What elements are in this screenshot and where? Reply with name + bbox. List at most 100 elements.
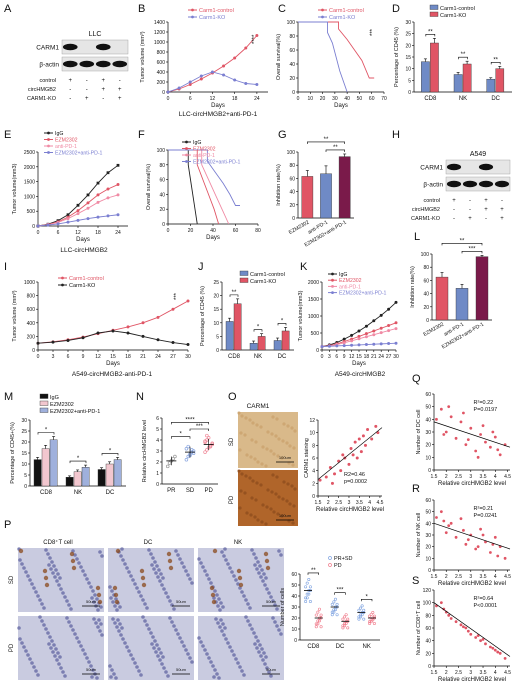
data-point	[368, 621, 372, 625]
data-point	[307, 577, 311, 581]
ihc-texture	[36, 673, 40, 677]
ihc-texture	[119, 633, 123, 637]
data-point	[459, 517, 463, 521]
ihc-texture	[275, 624, 279, 628]
y-tick-label: 20	[159, 207, 165, 213]
ihc-texture	[238, 506, 242, 510]
data-point	[479, 527, 482, 531]
data-point	[126, 325, 130, 329]
ihc-texture	[94, 621, 98, 625]
legend-marker	[185, 147, 188, 150]
data-point	[319, 613, 323, 617]
data-point	[106, 196, 110, 200]
ihc-texture	[218, 625, 222, 629]
data-point	[307, 592, 311, 596]
ihc-texture	[242, 594, 246, 598]
ihc-texture	[67, 620, 71, 624]
ihc-texture	[151, 556, 155, 560]
y-tick-label: 40	[159, 192, 165, 198]
ihc-texture	[264, 464, 268, 468]
y-axis-label: Percentage of CD45 (%)	[200, 286, 206, 346]
legend-marker	[61, 276, 64, 280]
legend-marker	[328, 563, 332, 567]
ihc-texture	[17, 626, 21, 630]
ihc-texture	[22, 645, 26, 649]
data-point	[493, 435, 497, 439]
significance-bracket	[277, 323, 287, 326]
ihc-texture	[264, 576, 268, 580]
y-tick-label: 40	[289, 62, 295, 68]
panel-letter-c: C	[278, 3, 286, 15]
data-point	[341, 624, 345, 628]
ihc-texture	[293, 429, 297, 433]
ihc-texture	[111, 617, 115, 621]
data-point	[305, 581, 309, 585]
significance-bracket	[189, 428, 209, 431]
ihc-texture	[250, 496, 254, 500]
data-point	[447, 405, 451, 409]
ihc-texture	[280, 514, 284, 518]
data-point	[466, 438, 470, 441]
significance-label: **	[324, 137, 329, 143]
ihc-texture	[254, 556, 258, 560]
ihc-texture	[166, 595, 170, 599]
data-point	[305, 596, 309, 600]
ihc-texture	[232, 574, 236, 578]
data-point	[330, 613, 334, 617]
ihc-texture	[201, 565, 205, 569]
ihc-texture	[81, 648, 85, 652]
blot-strip	[445, 159, 511, 175]
significance-bracket	[37, 432, 55, 435]
ihc-texture	[161, 576, 165, 580]
data-point	[368, 620, 372, 624]
ihc-texture	[83, 652, 87, 656]
data-point	[491, 430, 495, 434]
ihc-texture	[109, 675, 113, 679]
ihc-texture	[28, 578, 32, 582]
ihc-texture	[282, 422, 286, 426]
x-tick-label: 4	[494, 474, 497, 480]
x-tick-label: 3	[328, 354, 331, 360]
data-point	[394, 327, 398, 331]
ihc-texture	[216, 621, 220, 625]
ihc-texture	[213, 668, 217, 672]
ihc-texture	[174, 628, 178, 632]
ihc-texture	[150, 563, 154, 567]
series-line-0	[37, 300, 189, 344]
panel-letter-b: B	[138, 3, 145, 15]
ihc-texture	[213, 589, 217, 593]
ihc-texture	[245, 511, 249, 515]
ihc-texture	[256, 639, 260, 643]
panel-letter-m: M	[4, 391, 13, 403]
x-tick-label: 1.5	[431, 670, 438, 676]
ihc-texture	[216, 604, 220, 608]
ihc-texture	[260, 647, 264, 651]
ihc-texture	[269, 595, 273, 599]
ihc-texture	[246, 619, 250, 623]
y-axis-label: Overall survival(%)	[276, 34, 282, 80]
scale-label: 100um	[279, 455, 292, 460]
ihc-positive	[237, 575, 243, 581]
y-tick-label: 400	[27, 321, 36, 327]
ihc-texture	[44, 548, 48, 552]
data-point	[171, 341, 175, 345]
ihc-texture	[292, 446, 296, 450]
ihc-texture	[135, 586, 139, 590]
bar	[495, 68, 505, 93]
y-tick-label: 60	[289, 48, 295, 54]
y-tick-label: 40	[291, 594, 297, 600]
data-point	[66, 213, 70, 217]
data-point	[488, 551, 492, 554]
ihc-texture	[197, 636, 201, 640]
ihc-texture	[99, 605, 103, 609]
data-point	[116, 193, 120, 197]
treatment-mark: -	[453, 216, 455, 222]
legend-entry: Carm1-control	[440, 6, 475, 12]
ihc-texture	[248, 418, 252, 422]
ihc-texture	[145, 606, 149, 610]
data-point	[233, 56, 237, 60]
survival-curve-3	[168, 149, 240, 206]
significance-label: **	[311, 568, 316, 574]
